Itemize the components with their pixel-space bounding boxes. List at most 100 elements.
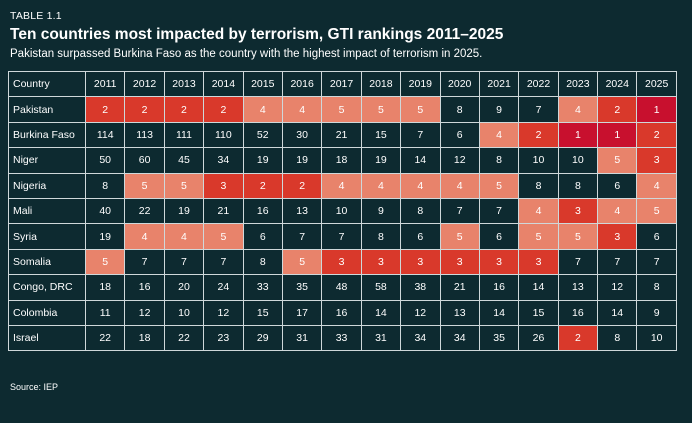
column-header-year: 2024 [597, 70, 638, 98]
country-name: Israel [8, 324, 86, 352]
rank-cell: 15 [360, 121, 402, 149]
rank-cell: 6 [400, 223, 441, 250]
rank-cell: 10 [636, 324, 677, 352]
country-name: Burkina Faso [8, 121, 86, 149]
rank-cell: 7 [163, 248, 205, 276]
rank-cell: 3 [400, 248, 441, 276]
rank-cell: 33 [242, 274, 283, 301]
rank-cell: 6 [439, 121, 480, 149]
rank-cell: 2 [203, 96, 244, 123]
rank-cell: 5 [518, 223, 559, 250]
rank-cell: 50 [84, 147, 126, 174]
header-row: Country 2011 2012 2013 2014 2015 2016 2017 2018 2… [8, 70, 677, 98]
rank-cell: 3 [557, 197, 599, 225]
rank-cell: 13 [439, 299, 480, 326]
rank-cell: 5 [281, 248, 323, 276]
rank-cell: 5 [360, 96, 402, 123]
table-body: Pakistan 2 2 2 2 4 4 5 5 5 8 9 7 4 2 1 Burkina Faso 114 11… [8, 96, 677, 352]
rank-cell: 7 [636, 248, 677, 276]
rank-cell: 9 [478, 96, 520, 123]
rank-cell: 60 [124, 147, 165, 174]
rank-cell: 14 [478, 299, 520, 326]
rank-cell: 35 [281, 274, 323, 301]
gti-rankings-table: Country 2011 2012 2013 2014 2015 2016 2017 2018 2… [8, 70, 677, 352]
rank-cell: 7 [518, 96, 559, 123]
rank-cell: 3 [321, 248, 362, 276]
rank-cell: 113 [124, 121, 165, 149]
rank-cell: 12 [400, 299, 441, 326]
rank-cell: 1 [636, 96, 677, 123]
rank-cell: 5 [400, 96, 441, 123]
rank-cell: 58 [360, 274, 402, 301]
rank-cell: 2 [124, 96, 165, 123]
rank-cell: 33 [321, 324, 362, 352]
rank-cell: 111 [163, 121, 205, 149]
country-name: Somalia [8, 248, 86, 276]
rank-cell: 13 [281, 197, 323, 225]
rank-cell: 4 [439, 172, 480, 199]
rank-cell: 4 [557, 96, 599, 123]
rank-cell: 4 [281, 96, 323, 123]
rank-cell: 12 [439, 147, 480, 174]
rank-cell: 3 [597, 223, 638, 250]
rank-cell: 12 [124, 299, 165, 326]
rank-cell: 5 [636, 197, 677, 225]
column-header-year: 2017 [321, 70, 362, 98]
rank-cell: 4 [242, 96, 283, 123]
rank-cell: 48 [321, 274, 362, 301]
rank-cell: 12 [203, 299, 244, 326]
rank-cell: 5 [84, 248, 126, 276]
rank-cell: 35 [478, 324, 520, 352]
rank-cell: 14 [518, 274, 559, 301]
table-row: Mali 40 22 19 21 16 13 10 9 8 7 7 4 3 4 5 [8, 197, 677, 225]
table-row: Congo, DRC 18 16 20 24 33 35 48 58 38 21 16 14 13 12 8 [8, 274, 677, 301]
rank-cell: 8 [400, 197, 441, 225]
rank-cell: 2 [163, 96, 205, 123]
rank-cell: 2 [518, 121, 559, 149]
rank-cell: 4 [636, 172, 677, 199]
rank-cell: 8 [84, 172, 126, 199]
rank-cell: 4 [518, 197, 559, 225]
rank-cell: 17 [281, 299, 323, 326]
rank-cell: 7 [557, 248, 599, 276]
table-label: TABLE 1.1 [10, 10, 62, 22]
table-row: Syria 19 4 4 5 6 7 7 8 6 5 6 5 5 3 6 [8, 223, 677, 250]
table-row: Burkina Faso 114 113 111 110 52 30 21 15 7 6 4 2 1 1 2 [8, 121, 677, 149]
country-name: Syria [8, 223, 86, 250]
rank-cell: 14 [597, 299, 638, 326]
rank-cell: 10 [321, 197, 362, 225]
rank-cell: 18 [84, 274, 126, 301]
rank-cell: 6 [478, 223, 520, 250]
country-name: Mali [8, 197, 86, 225]
rank-cell: 2 [636, 121, 677, 149]
rank-cell: 5 [557, 223, 599, 250]
rank-cell: 1 [597, 121, 638, 149]
chart-subtitle: Pakistan surpassed Burkina Faso as the c… [10, 48, 483, 60]
rank-cell: 5 [203, 223, 244, 250]
rank-cell: 7 [281, 223, 323, 250]
rank-cell: 3 [360, 248, 402, 276]
column-header-year: 2022 [518, 70, 559, 98]
rank-cell: 7 [124, 248, 165, 276]
rank-cell: 22 [163, 324, 205, 352]
rank-cell: 7 [203, 248, 244, 276]
rank-cell: 31 [360, 324, 402, 352]
rank-cell: 31 [281, 324, 323, 352]
column-header-year: 2020 [439, 70, 480, 98]
rank-cell: 6 [597, 172, 638, 199]
rank-cell: 40 [84, 197, 126, 225]
rank-cell: 5 [163, 172, 205, 199]
country-name: Colombia [8, 299, 86, 326]
rank-cell: 13 [557, 274, 599, 301]
rank-cell: 18 [321, 147, 362, 174]
rank-cell: 6 [636, 223, 677, 250]
rank-cell: 38 [400, 274, 441, 301]
rank-cell: 5 [321, 96, 362, 123]
rank-cell: 15 [242, 299, 283, 326]
rank-cell: 3 [439, 248, 480, 276]
rank-cell: 7 [478, 197, 520, 225]
country-name: Pakistan [8, 96, 86, 123]
rank-cell: 16 [478, 274, 520, 301]
rank-cell: 8 [242, 248, 283, 276]
rank-cell: 8 [597, 324, 638, 352]
